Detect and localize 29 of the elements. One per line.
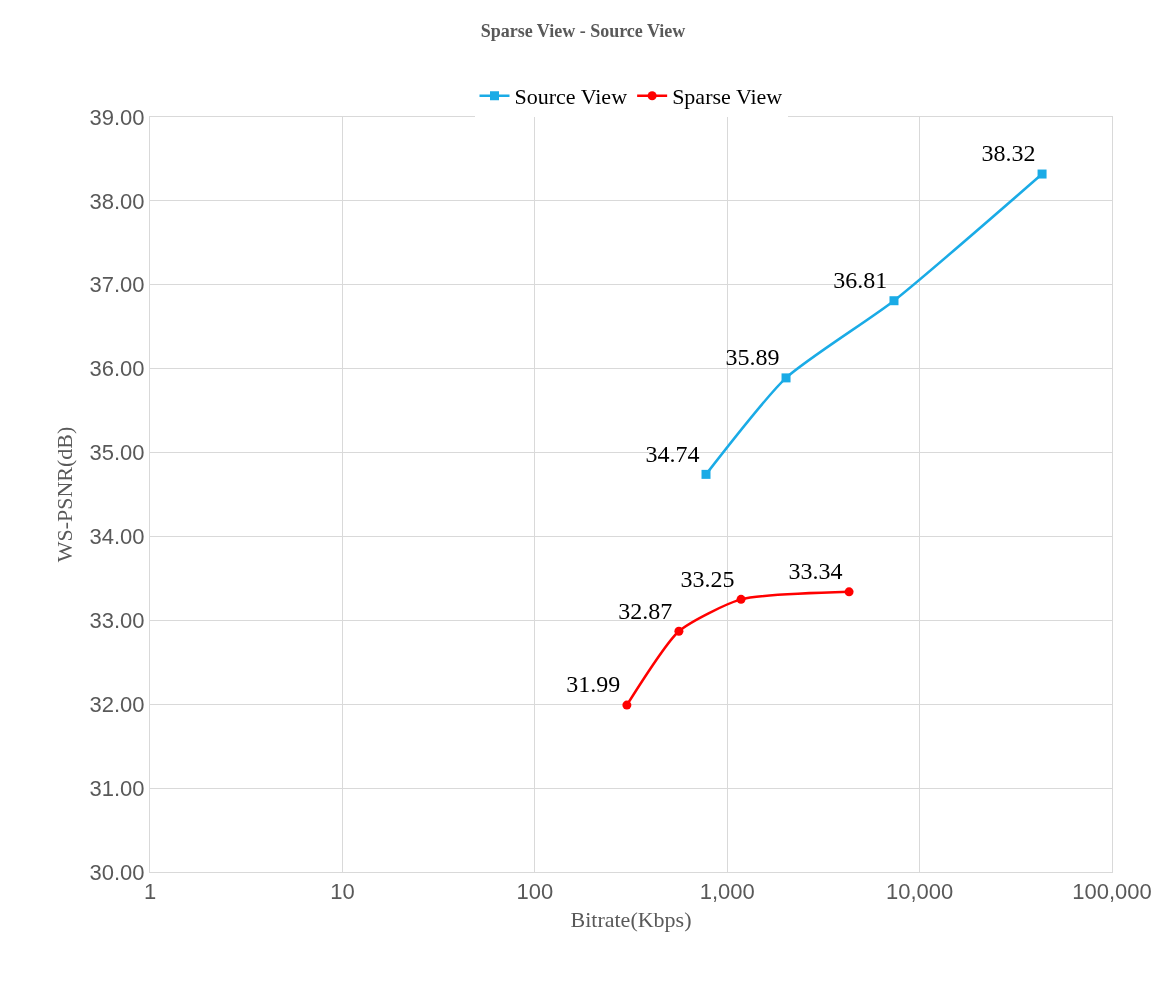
y-tick-label: 36.00: [89, 356, 145, 382]
x-tick-label: 10,000: [885, 879, 954, 905]
x-tick-label: 1,000: [699, 879, 755, 905]
y-tick-label: 38.00: [89, 188, 145, 214]
data-label: 36.81: [833, 267, 888, 294]
chart-title: Sparse View - Source View: [480, 21, 686, 42]
x-tick-label: 10: [330, 879, 355, 905]
data-label: 31.99: [566, 671, 621, 698]
y-tick-label: 35.00: [89, 440, 145, 466]
y-tick-label: 37.00: [89, 272, 145, 298]
data-label: 33.34: [788, 558, 843, 585]
data-label: 35.89: [725, 344, 780, 371]
y-tick-label: 31.00: [89, 775, 145, 801]
y-tick-label: 32.00: [89, 691, 145, 717]
x-axis-title: Bitrate(Kbps): [570, 907, 692, 933]
y-tick-label: 34.00: [89, 524, 145, 550]
y-tick-label: 30.00: [89, 859, 145, 885]
data-label: 32.87: [618, 597, 673, 624]
x-tick-label: 100: [516, 879, 554, 905]
y-axis-title: WS-PSNR(dB): [52, 426, 78, 563]
data-label: 38.32: [981, 140, 1036, 167]
legend-label: Source View: [514, 84, 628, 110]
x-tick-label: 1: [143, 879, 157, 905]
x-tick-label: 100,000: [1072, 879, 1152, 905]
data-label: 33.25: [680, 565, 735, 592]
legend-label: Sparse View: [672, 84, 783, 110]
y-tick-label: 39.00: [89, 104, 145, 130]
y-tick-label: 33.00: [89, 608, 145, 634]
data-label: 34.74: [645, 440, 700, 467]
